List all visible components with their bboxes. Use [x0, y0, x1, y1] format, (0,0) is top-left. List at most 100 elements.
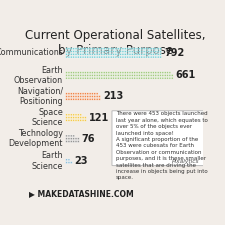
FancyBboxPatch shape [77, 77, 79, 79]
FancyBboxPatch shape [146, 77, 147, 79]
Text: 661: 661 [176, 70, 196, 80]
FancyBboxPatch shape [96, 48, 98, 50]
FancyBboxPatch shape [120, 77, 122, 79]
FancyBboxPatch shape [143, 56, 145, 58]
FancyBboxPatch shape [82, 72, 84, 74]
FancyBboxPatch shape [153, 51, 154, 52]
FancyBboxPatch shape [113, 74, 115, 76]
FancyBboxPatch shape [103, 77, 105, 79]
FancyBboxPatch shape [146, 53, 147, 55]
FancyBboxPatch shape [110, 48, 112, 50]
FancyBboxPatch shape [68, 96, 70, 97]
FancyBboxPatch shape [155, 74, 157, 76]
FancyBboxPatch shape [73, 138, 74, 140]
FancyBboxPatch shape [160, 56, 162, 58]
FancyBboxPatch shape [155, 56, 157, 58]
FancyBboxPatch shape [92, 77, 93, 79]
FancyBboxPatch shape [77, 74, 79, 76]
FancyBboxPatch shape [96, 96, 98, 97]
FancyBboxPatch shape [73, 119, 74, 121]
FancyBboxPatch shape [70, 114, 72, 116]
Text: Earth
Science: Earth Science [32, 151, 63, 171]
FancyBboxPatch shape [89, 53, 91, 55]
FancyBboxPatch shape [96, 93, 98, 95]
FancyBboxPatch shape [92, 74, 93, 76]
FancyBboxPatch shape [75, 117, 77, 119]
FancyBboxPatch shape [94, 96, 96, 97]
FancyBboxPatch shape [75, 96, 77, 97]
FancyBboxPatch shape [108, 51, 110, 52]
FancyBboxPatch shape [66, 141, 68, 142]
FancyBboxPatch shape [127, 51, 128, 52]
FancyBboxPatch shape [84, 98, 86, 100]
FancyBboxPatch shape [101, 77, 103, 79]
FancyBboxPatch shape [94, 56, 96, 58]
FancyBboxPatch shape [148, 56, 150, 58]
FancyBboxPatch shape [138, 56, 140, 58]
FancyBboxPatch shape [155, 51, 157, 52]
FancyBboxPatch shape [113, 77, 115, 79]
FancyBboxPatch shape [94, 74, 96, 76]
FancyBboxPatch shape [115, 48, 117, 50]
FancyBboxPatch shape [77, 114, 79, 116]
FancyBboxPatch shape [157, 74, 159, 76]
FancyBboxPatch shape [73, 98, 74, 100]
FancyBboxPatch shape [75, 119, 77, 121]
FancyBboxPatch shape [84, 93, 86, 95]
FancyBboxPatch shape [131, 74, 133, 76]
FancyBboxPatch shape [87, 93, 89, 95]
FancyBboxPatch shape [146, 56, 147, 58]
FancyBboxPatch shape [87, 51, 89, 52]
Text: Pixalytics: Pixalytics [172, 159, 200, 164]
FancyBboxPatch shape [82, 77, 84, 79]
FancyBboxPatch shape [80, 96, 82, 97]
FancyBboxPatch shape [73, 141, 74, 142]
FancyBboxPatch shape [129, 53, 131, 55]
FancyBboxPatch shape [89, 77, 91, 79]
FancyBboxPatch shape [113, 48, 115, 50]
FancyBboxPatch shape [73, 72, 74, 74]
FancyBboxPatch shape [99, 74, 100, 76]
FancyBboxPatch shape [75, 51, 77, 52]
FancyBboxPatch shape [106, 53, 108, 55]
FancyBboxPatch shape [134, 56, 136, 58]
Text: 792: 792 [164, 48, 184, 58]
FancyBboxPatch shape [160, 53, 162, 55]
FancyBboxPatch shape [68, 138, 70, 140]
FancyBboxPatch shape [153, 48, 154, 50]
FancyBboxPatch shape [77, 51, 79, 52]
FancyBboxPatch shape [150, 74, 152, 76]
FancyBboxPatch shape [89, 72, 91, 74]
FancyBboxPatch shape [127, 77, 128, 79]
FancyBboxPatch shape [136, 74, 138, 76]
FancyBboxPatch shape [82, 93, 84, 95]
FancyBboxPatch shape [80, 51, 82, 52]
Text: ▶ MAKEDATASHINE.COM: ▶ MAKEDATASHINE.COM [29, 189, 134, 198]
FancyBboxPatch shape [70, 138, 72, 140]
FancyBboxPatch shape [89, 93, 91, 95]
FancyBboxPatch shape [84, 72, 86, 74]
FancyBboxPatch shape [68, 77, 70, 79]
FancyBboxPatch shape [70, 51, 72, 52]
FancyBboxPatch shape [157, 77, 159, 79]
FancyBboxPatch shape [101, 56, 103, 58]
FancyBboxPatch shape [138, 77, 140, 79]
FancyBboxPatch shape [115, 56, 117, 58]
FancyBboxPatch shape [84, 119, 86, 121]
FancyBboxPatch shape [101, 48, 103, 50]
FancyBboxPatch shape [143, 53, 145, 55]
FancyBboxPatch shape [106, 56, 108, 58]
FancyBboxPatch shape [164, 77, 166, 79]
FancyBboxPatch shape [162, 77, 164, 79]
FancyBboxPatch shape [77, 48, 79, 50]
FancyBboxPatch shape [169, 74, 171, 76]
FancyBboxPatch shape [157, 53, 159, 55]
FancyBboxPatch shape [73, 135, 74, 137]
Text: 23: 23 [75, 156, 88, 166]
FancyBboxPatch shape [129, 51, 131, 52]
FancyBboxPatch shape [80, 119, 82, 121]
FancyBboxPatch shape [73, 51, 74, 52]
FancyBboxPatch shape [124, 72, 126, 74]
FancyBboxPatch shape [80, 98, 82, 100]
FancyBboxPatch shape [134, 72, 136, 74]
